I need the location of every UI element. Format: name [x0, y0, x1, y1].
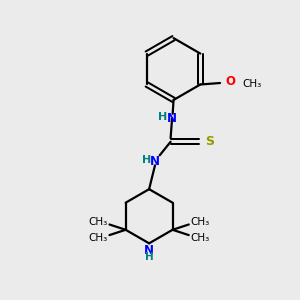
Text: H: H	[158, 112, 167, 122]
Text: N: N	[144, 244, 154, 257]
Text: CH₃: CH₃	[190, 233, 209, 243]
Text: S: S	[206, 135, 214, 148]
Text: O: O	[225, 75, 235, 88]
Text: CH₃: CH₃	[89, 233, 108, 243]
Text: N: N	[150, 155, 160, 168]
Text: H: H	[145, 253, 154, 262]
Text: CH₃: CH₃	[242, 79, 261, 88]
Text: CH₃: CH₃	[89, 217, 108, 226]
Text: CH₃: CH₃	[190, 217, 209, 226]
Text: N: N	[167, 112, 176, 125]
Text: H: H	[142, 155, 151, 165]
